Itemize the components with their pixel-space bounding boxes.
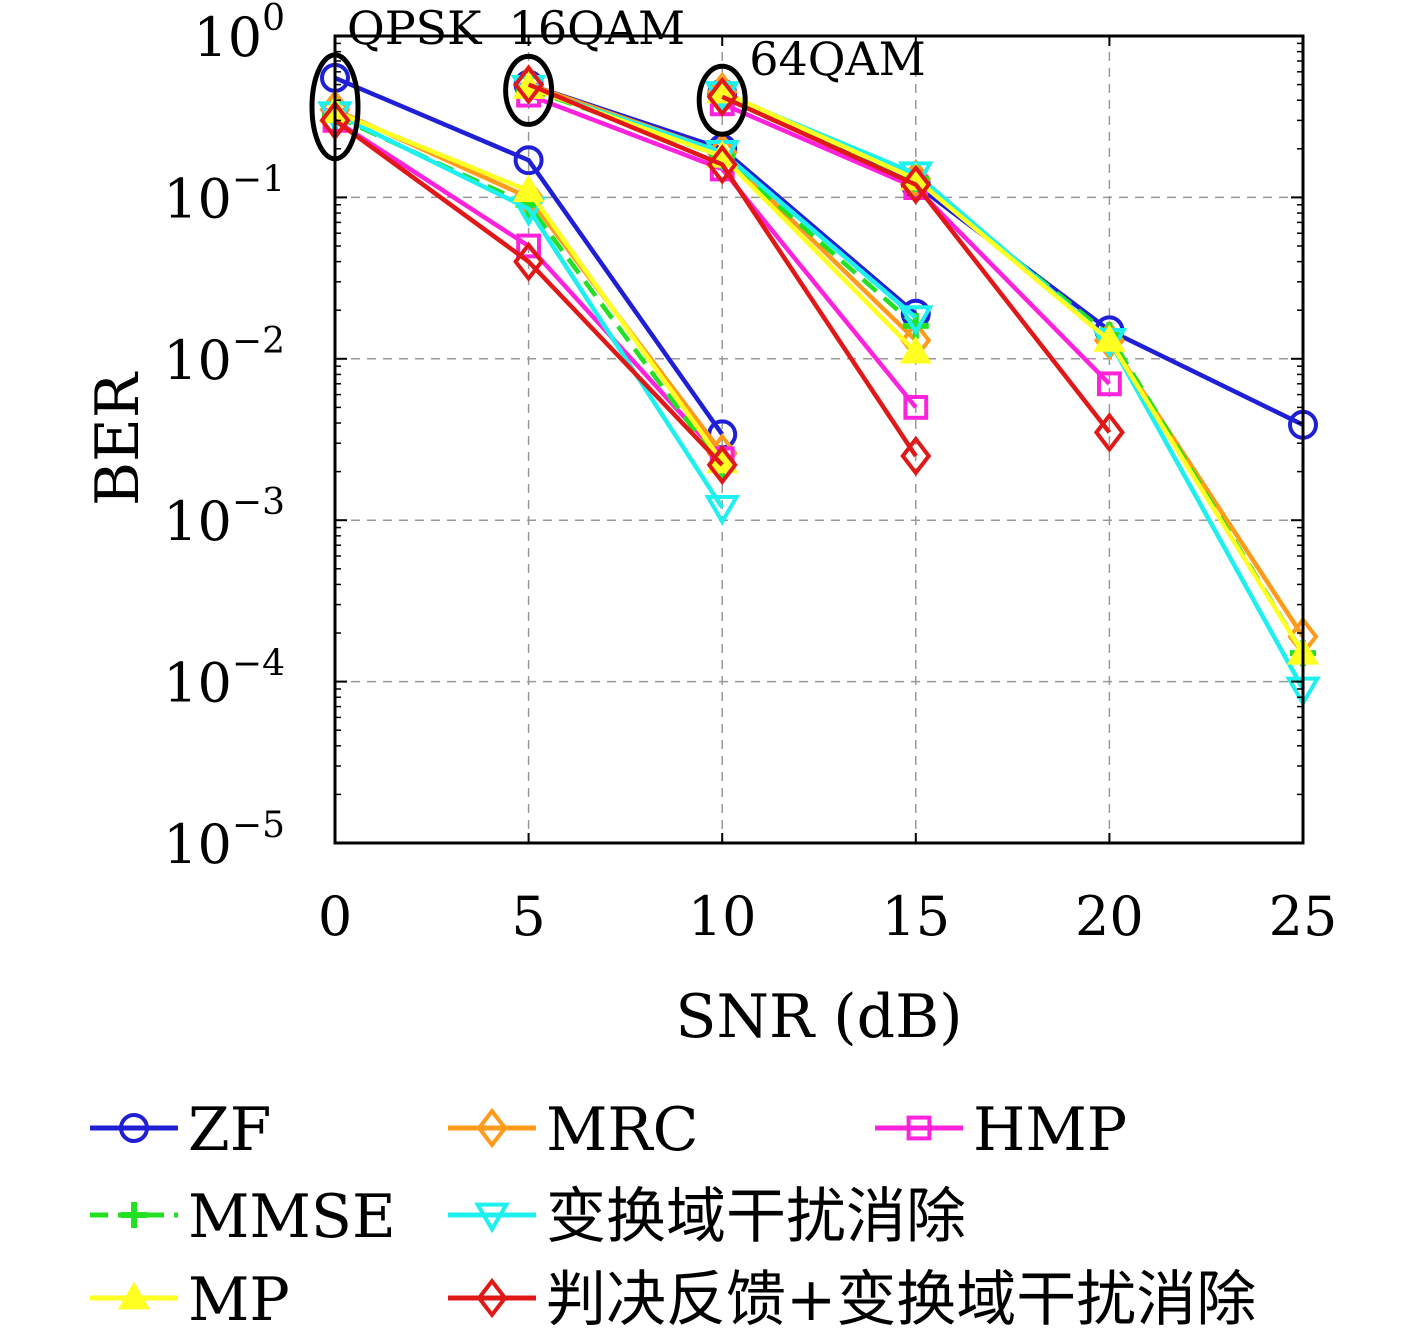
legend-label: HMP [973,1095,1127,1165]
legend-item: MMSE [90,1182,396,1252]
y-tick-label: 10−2 [163,321,285,392]
legend-item: MRC [448,1095,699,1165]
marker-triangle-up [512,174,545,203]
legend-label: MRC [546,1095,699,1165]
marker-square [516,233,542,259]
plot-frame [333,34,1305,845]
series-line [334,75,725,436]
marker-triangle-up [117,1281,151,1310]
marker-diamond [900,164,932,205]
marker-triangle-down [474,1202,510,1234]
series-line [721,91,1305,691]
series [322,75,1316,667]
x-tick-label: 5 [511,885,545,948]
marker-diamond [706,144,738,185]
x-tick-label: 25 [1269,885,1338,948]
y-tick-label: 100 [193,0,285,69]
legend-label: ZF [188,1095,271,1165]
annotation-label: QPSK [347,1,483,55]
marker-diamond [706,76,738,117]
legend-item: MP [90,1265,290,1335]
marker-square [906,1115,932,1141]
series-line [721,93,1305,655]
series [318,71,1320,665]
annotation-label: 16QAM [509,1,686,55]
legend-item: 判决反馈+变换域干扰消除 [448,1265,1256,1335]
series-line [721,89,1305,655]
legend-label: 判决反馈+变换域干扰消除 [546,1265,1256,1335]
legend-label: MMSE [188,1182,396,1252]
marker-diamond [706,444,738,486]
legend-item: ZF [90,1095,271,1165]
ellipse-marker [503,53,555,127]
marker-triangle-down [704,495,740,526]
axis-ticks: 0 5 10 15 20 25 100 10−1 10−2 10−3 10−4 10−5 [163,0,1337,948]
annotations: QPSK 16QAM 64QAM [347,1,926,86]
marker-plus [121,1202,147,1228]
series-line [334,111,725,509]
legend-item: HMP [875,1095,1127,1165]
series [319,64,1125,486]
y-tick-label: 10−5 [163,805,285,876]
marker-triangle-up [1093,324,1126,352]
marker-diamond [513,64,545,105]
x-tick-label: 0 [318,885,352,948]
ellipse-marker [696,63,748,137]
marker-triangle-down [898,305,934,336]
series-line [527,82,918,458]
series-line [721,94,1112,434]
series-line [333,118,724,467]
y-tick-label: 10−3 [163,482,285,553]
marker-diamond [513,241,545,282]
marker-circle [513,145,544,176]
y-tick-label: 10−1 [163,159,285,230]
legend-label: MP [188,1265,290,1335]
annotation-label: 64QAM [749,32,926,86]
marker-diamond [476,1107,508,1149]
marker-square [903,394,929,420]
marker-diamond [900,435,932,477]
y-tick-label: 10−4 [163,644,285,715]
x-tick-label: 15 [881,885,950,948]
marker-square [1097,371,1122,397]
marker-triangle-up [899,335,932,364]
y-axis-label: BER [83,371,153,506]
x-tick-label: 10 [688,885,757,948]
marker-diamond [476,1277,508,1319]
x-tick-label: 20 [1075,885,1144,948]
series-line [721,89,1305,638]
marker-diamond [1093,412,1125,453]
legend: ZF MRC HMP MMSE 变换域干扰消除 MP 判决反馈+变换域干扰消除 [90,1095,1256,1335]
x-axis-label: SNR (dB) [675,982,962,1052]
plot-series [317,62,1321,708]
grid [335,36,1303,843]
legend-item: 变换域干扰消除 [448,1182,966,1252]
marker-circle [119,1113,149,1143]
legend-label: 变换域干扰消除 [546,1182,966,1252]
